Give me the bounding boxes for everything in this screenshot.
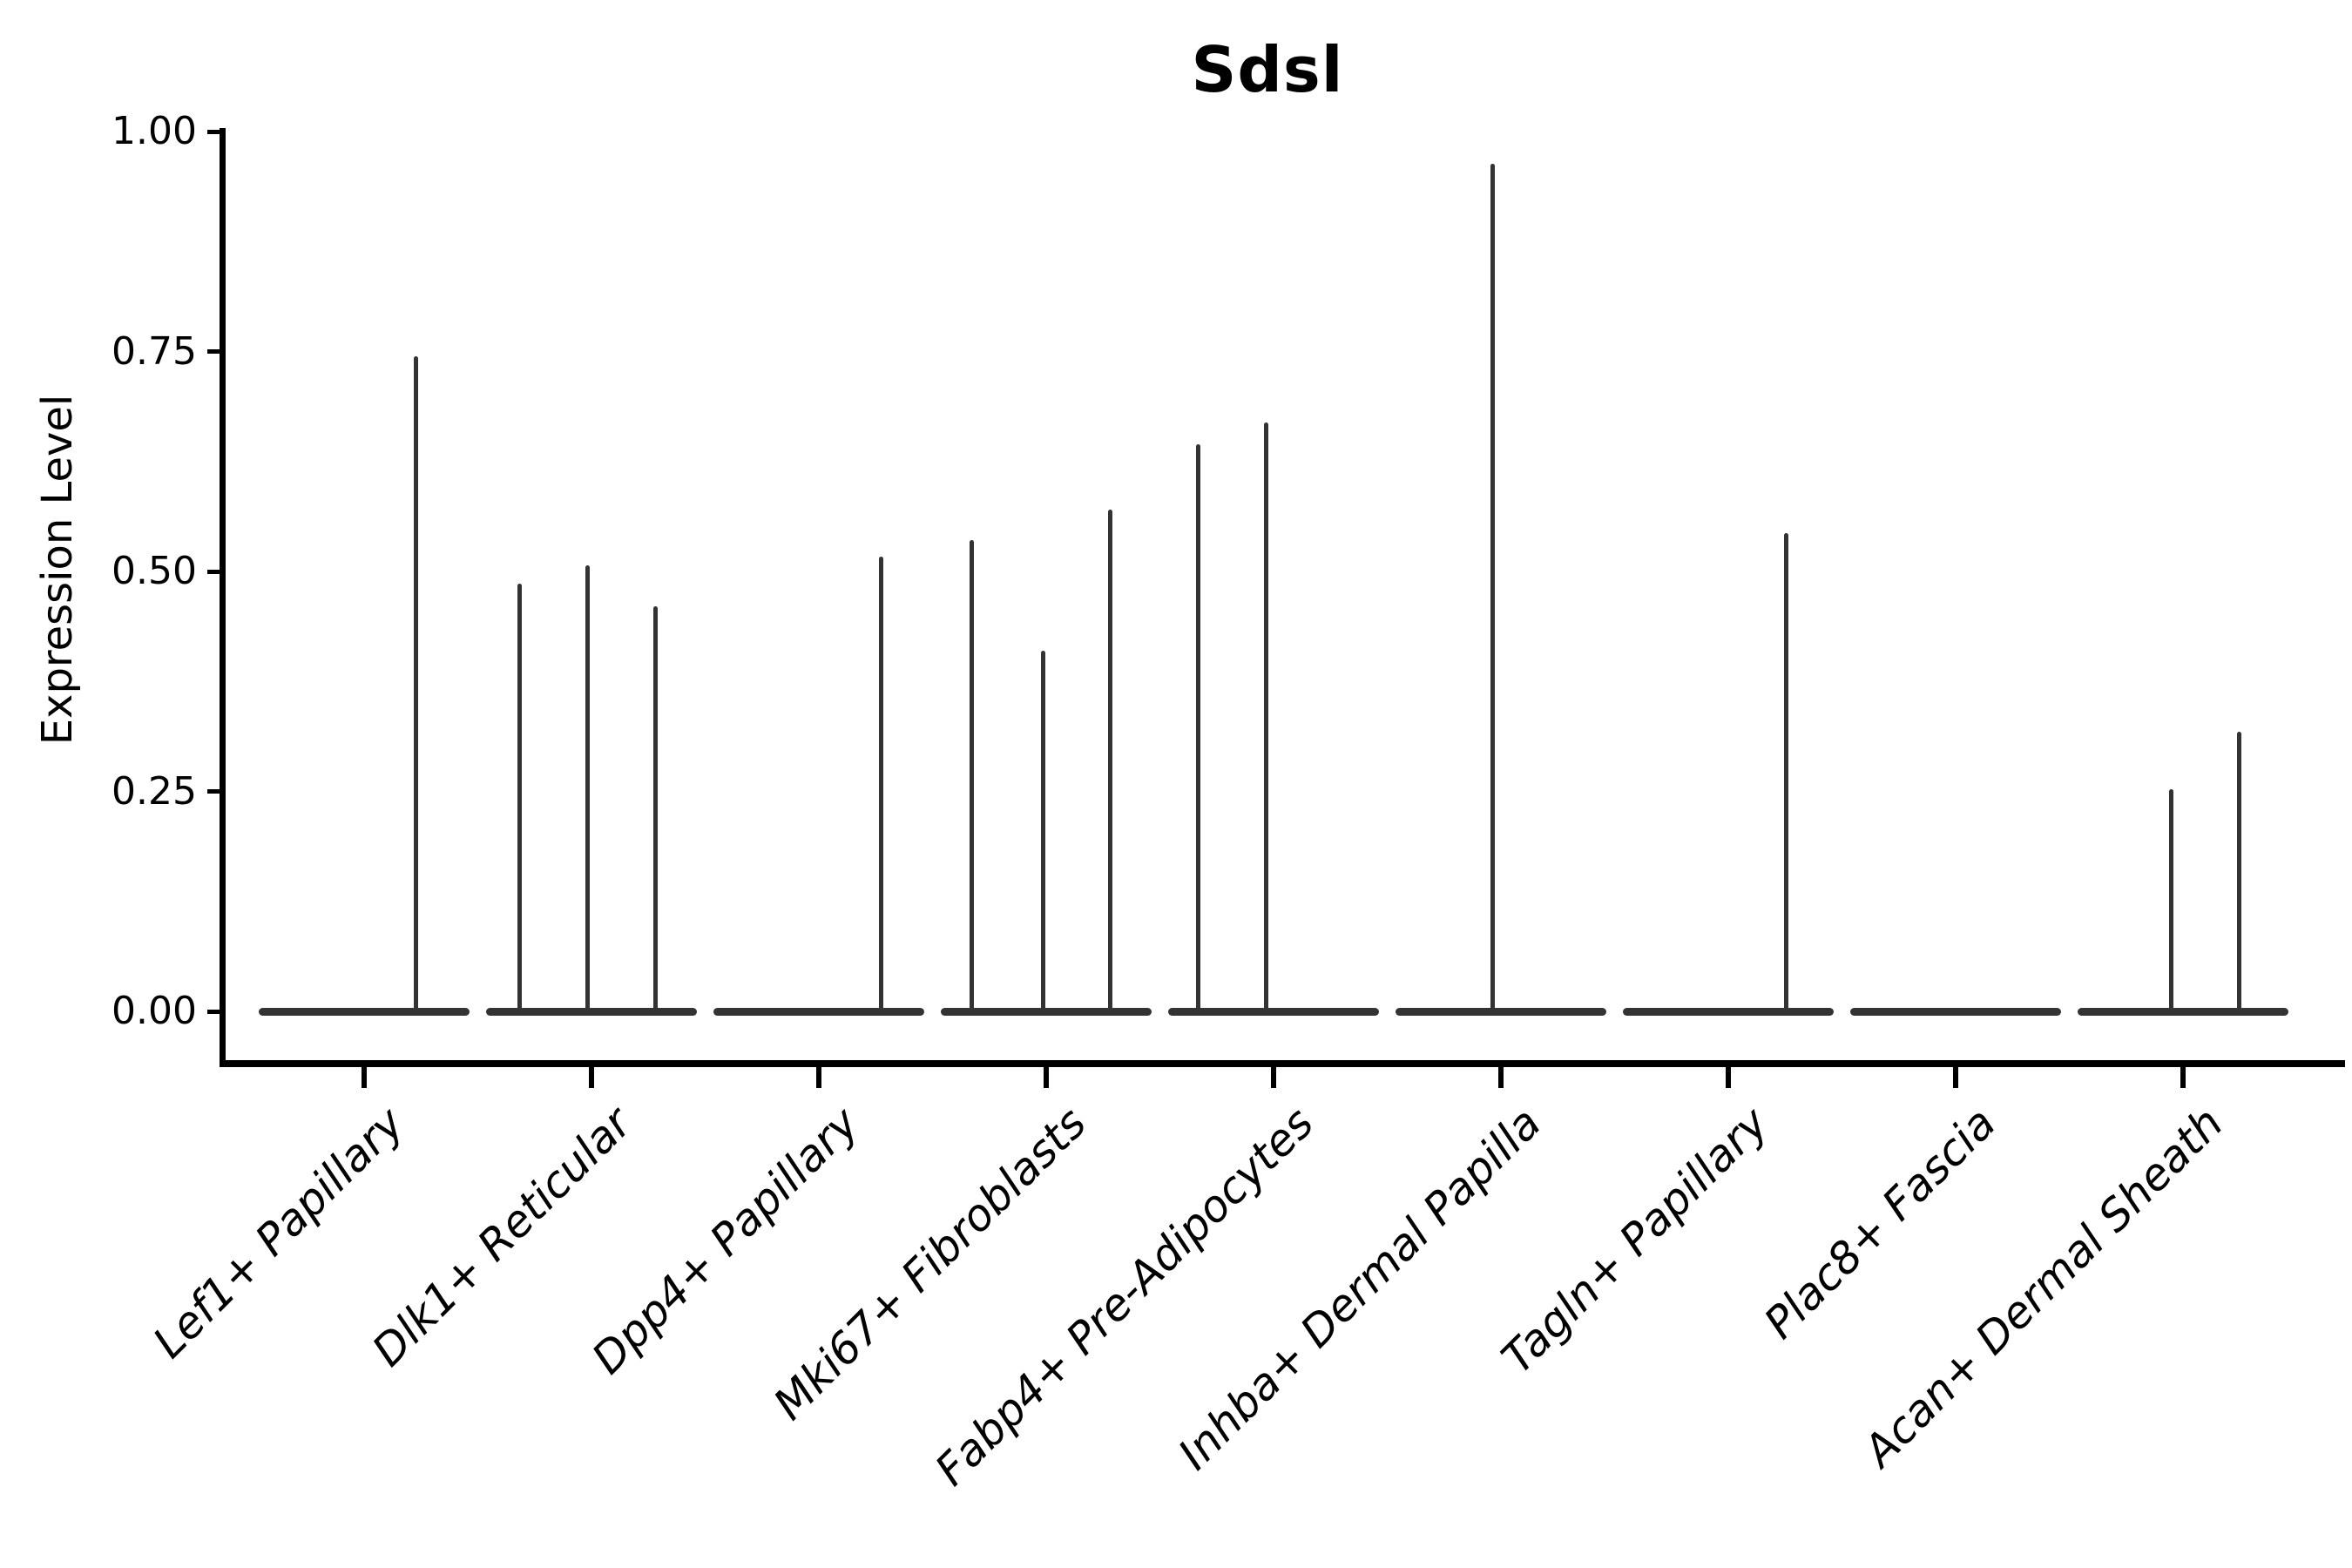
x-tick-mark [589, 1067, 594, 1088]
violin-spike [969, 539, 974, 1011]
x-tick-mark [816, 1067, 821, 1088]
plot-title: Sdsl [1191, 33, 1344, 106]
violin-spike [2168, 789, 2173, 1011]
violin-baseline [486, 1007, 697, 1016]
y-tick-mark [207, 1009, 220, 1014]
violin-spike [1195, 443, 1200, 1011]
violin-baseline [1623, 1007, 1834, 1016]
violin-spike [1490, 164, 1495, 1011]
x-tick-mark [1271, 1067, 1276, 1088]
y-tick-mark [207, 569, 220, 574]
x-tick-mark [1044, 1067, 1049, 1088]
violin-baseline [1850, 1007, 2061, 1016]
violin-spike [1783, 532, 1788, 1011]
y-tick-label: 0.00 [112, 989, 197, 1033]
y-tick-mark [207, 789, 220, 794]
violin-spike [878, 556, 883, 1011]
violin-baseline [2078, 1007, 2288, 1016]
x-axis-line [220, 1060, 2345, 1067]
y-tick-label: 0.25 [112, 768, 197, 814]
violin-baseline [259, 1007, 470, 1016]
x-tick-mark [2180, 1067, 2186, 1088]
violin-spike [1107, 510, 1112, 1011]
x-tick-mark [1498, 1067, 1504, 1088]
violin-baseline [1168, 1007, 1379, 1016]
violin-spike [1263, 422, 1268, 1011]
violin-spike [1040, 650, 1045, 1011]
violin-baseline [941, 1007, 1152, 1016]
x-tick-mark [1726, 1067, 1731, 1088]
violin-spike [517, 584, 522, 1011]
y-axis-line [220, 128, 226, 1067]
y-tick-mark [207, 349, 220, 354]
y-tick-label: 0.75 [112, 328, 197, 374]
violin-spike [413, 355, 418, 1011]
y-tick-label: 0.50 [112, 549, 197, 593]
violin-spike [652, 606, 658, 1011]
violin-spike [2236, 731, 2241, 1011]
x-tick-mark [362, 1067, 367, 1088]
violin-spike [585, 564, 590, 1011]
x-tick-mark [1953, 1067, 1958, 1088]
y-tick-mark [207, 129, 220, 134]
violin-baseline [713, 1007, 924, 1016]
violin-baseline [1396, 1007, 1606, 1016]
y-tick-label: 1.00 [112, 109, 197, 153]
